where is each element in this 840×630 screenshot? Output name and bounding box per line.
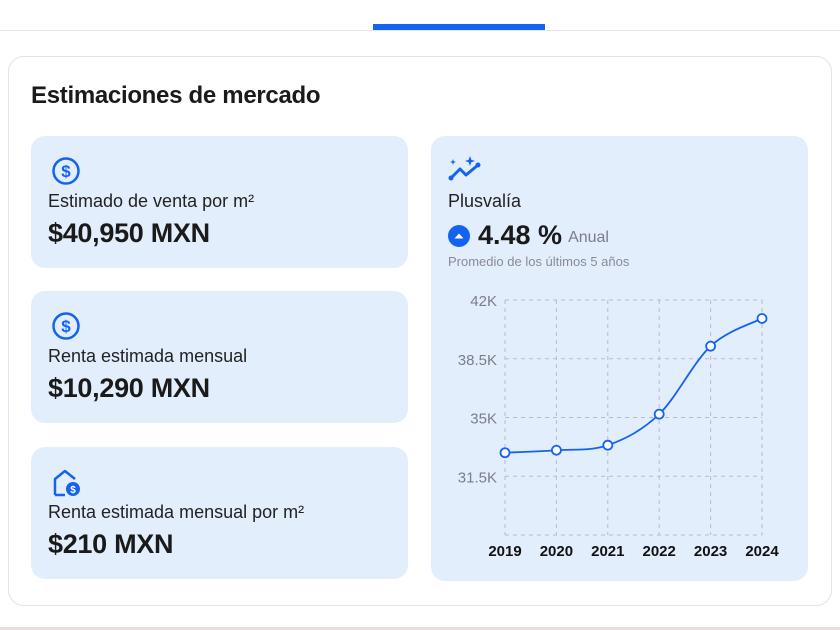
sale-price-card: $ Estimado de venta por m² $40,950 MXN (31, 136, 408, 268)
section-title: Estimaciones de mercado (31, 82, 321, 109)
series-line (504, 317, 763, 454)
dollar-circle-icon: $ (52, 157, 80, 185)
card-label: Renta estimada mensual por m² (48, 502, 305, 522)
plusvalia-label: Plusvalía (448, 191, 522, 211)
card-value: $210 MXN (48, 529, 174, 559)
x-tick-label: 2020 (540, 543, 573, 560)
card-label: Renta estimada mensual (48, 346, 248, 366)
x-tick-label: 2024 (745, 543, 779, 560)
plusvalia-card: Plusvalía 4.48 % Anual Promedio de los ú… (431, 136, 808, 581)
y-tick-label: 38.5K (458, 352, 497, 369)
x-tick-label: 2022 (643, 543, 676, 560)
card-value: $10,290 MXN (48, 373, 210, 403)
data-point (756, 313, 768, 324)
divider (0, 627, 840, 630)
data-point (653, 408, 665, 420)
svg-text:$: $ (61, 317, 71, 336)
monthly-rent-card: $ Renta estimada mensual $10,290 MXN (31, 291, 408, 423)
card-value: $40,950 MXN (48, 218, 210, 248)
plusvalia-value: 4.48 % (478, 220, 563, 250)
arrow-up-circle-icon (448, 224, 470, 247)
y-tick-label: 31.5K (458, 469, 497, 486)
y-tick-label: 35K (470, 411, 497, 428)
x-tick-label: 2019 (488, 543, 521, 560)
data-point (499, 447, 511, 459)
plusvalia-value-row: 4.48 % Anual (448, 220, 609, 251)
plusvalia-line-chart: 31.5K 35K 38.5K 42K 2019 2020 2021 2022 2023 2024 (458, 293, 780, 560)
svg-text:$: $ (70, 485, 76, 496)
x-tick-label: 2023 (694, 543, 727, 560)
data-point (602, 439, 614, 451)
y-tick-label: 42K (470, 293, 497, 310)
plusvalia-note: Promedio de los últimos 5 años (448, 254, 630, 269)
data-point (705, 340, 717, 352)
plusvalia-period: Anual (568, 228, 609, 246)
house-dollar-icon: $ (53, 469, 80, 497)
active-tab-indicator (373, 24, 545, 30)
trend-sparkle-icon (448, 156, 481, 181)
rent-per-m2-card: $ Renta estimada mensual por m² $210 MXN (31, 447, 408, 579)
data-point (551, 444, 562, 456)
svg-text:$: $ (61, 162, 71, 181)
x-tick-label: 2021 (591, 543, 624, 560)
card-label: Estimado de venta por m² (48, 191, 255, 211)
dollar-circle-icon: $ (52, 312, 80, 340)
divider (0, 30, 840, 31)
